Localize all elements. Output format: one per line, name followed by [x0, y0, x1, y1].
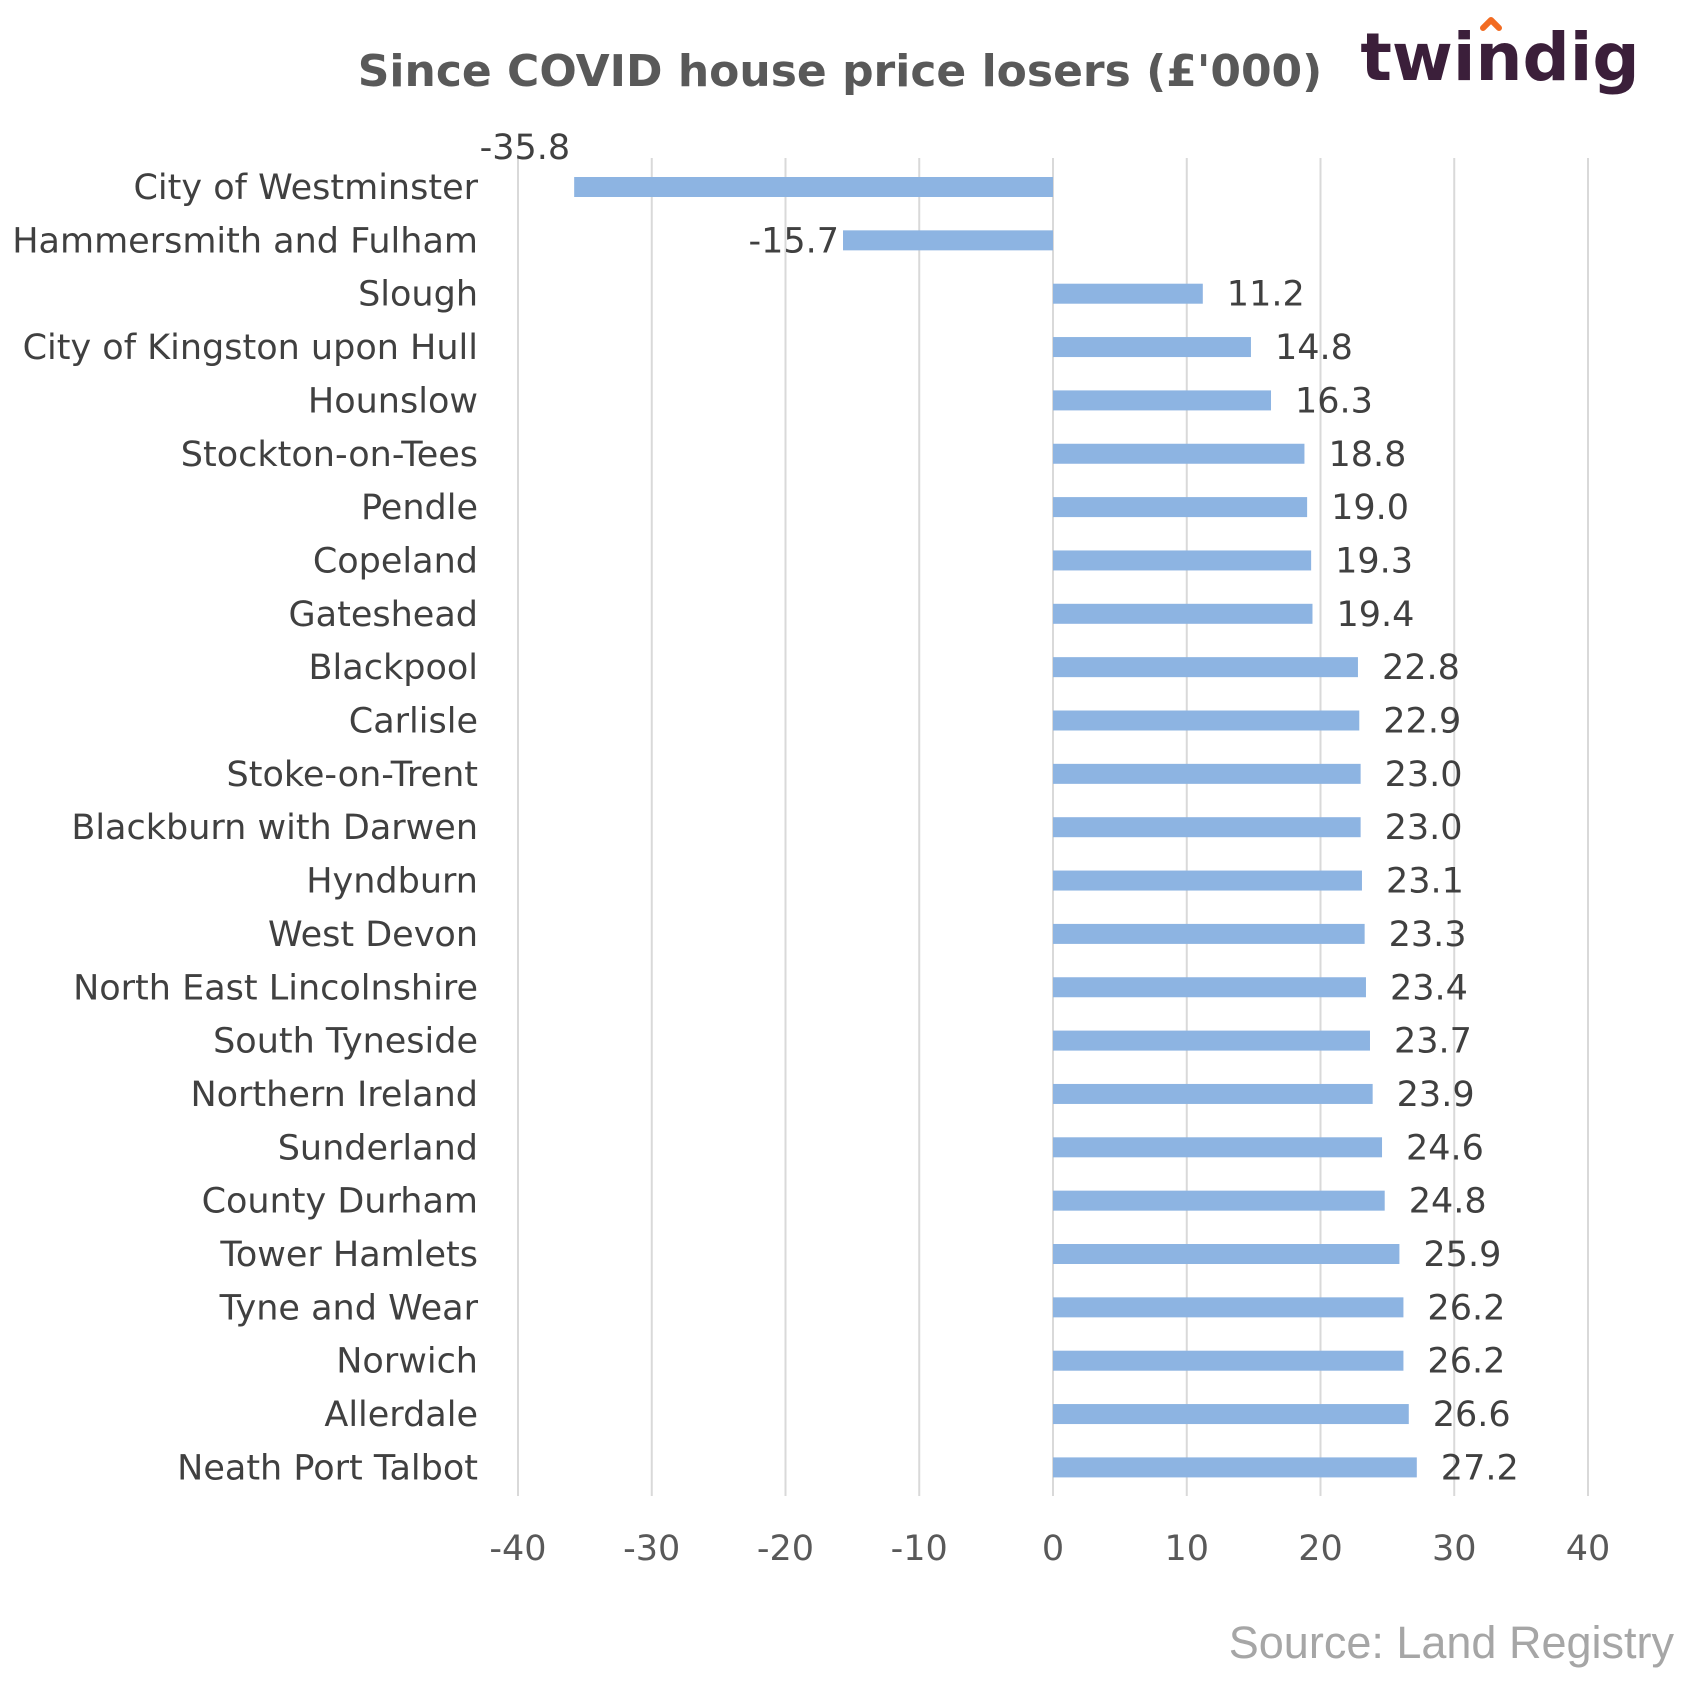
data-label: 23.0	[1385, 755, 1463, 795]
category-labels: City of Westminster Hammersmith and Fulha…	[12, 168, 478, 1488]
category-label: Copeland	[313, 541, 478, 581]
category-label: Blackburn with Darwen	[71, 808, 478, 848]
data-label: 19.3	[1335, 541, 1413, 581]
bar	[1053, 1190, 1385, 1211]
bar	[1053, 1083, 1373, 1104]
category-label: Northern Ireland	[190, 1075, 478, 1115]
x-tick-label: 20	[1298, 1529, 1343, 1569]
category-label: Allerdale	[324, 1395, 478, 1435]
x-tick-label: -40	[489, 1529, 546, 1569]
bar	[1053, 283, 1203, 304]
category-label: South Tyneside	[213, 1022, 478, 1062]
bars	[574, 177, 1417, 1478]
bar	[1053, 497, 1308, 518]
bar	[1053, 977, 1366, 998]
data-label: 23.7	[1394, 1022, 1472, 1062]
bar	[1053, 870, 1362, 891]
x-tick-label: -20	[757, 1529, 814, 1569]
data-label: 14.8	[1275, 328, 1353, 368]
source-note: Source: Land Registry	[1229, 1617, 1675, 1668]
category-label: West Devon	[268, 915, 478, 955]
data-label: 24.6	[1406, 1128, 1484, 1168]
bar	[1053, 603, 1313, 624]
bar	[1053, 443, 1305, 464]
bar	[1053, 550, 1312, 571]
category-label: Stoke-on-Trent	[227, 755, 479, 795]
data-label: 19.4	[1336, 595, 1414, 635]
category-label: Gateshead	[289, 595, 478, 635]
data-label: 26.2	[1427, 1288, 1505, 1328]
category-label: Slough	[358, 275, 478, 315]
bar	[1053, 1030, 1370, 1051]
bar	[1053, 1350, 1404, 1371]
category-label: Carlisle	[349, 702, 478, 742]
bar	[1053, 1297, 1404, 1318]
data-label: 23.4	[1390, 968, 1468, 1008]
x-axis-tick-labels: -40 -30 -20 -10 0 10 20 30 40	[489, 1529, 1610, 1569]
bar	[1053, 1137, 1383, 1158]
data-label: 22.8	[1382, 648, 1460, 688]
data-label: 23.9	[1397, 1075, 1475, 1115]
category-label: Blackpool	[309, 648, 478, 688]
data-label: 23.0	[1385, 808, 1463, 848]
category-label: Neath Port Talbot	[177, 1448, 478, 1488]
data-label: 24.8	[1409, 1182, 1487, 1222]
value-labels: -35.8 -15.7 11.2 14.8 16.3 18.8 19.0 19.3 19.4 22…	[480, 128, 1519, 1488]
data-label: 11.2	[1227, 275, 1305, 315]
data-label: 18.8	[1328, 435, 1406, 475]
bar	[1053, 1404, 1409, 1425]
x-tick-label: -10	[891, 1529, 948, 1569]
bar	[1053, 1457, 1417, 1478]
category-label: Sunderland	[278, 1128, 478, 1168]
category-label: Tower Hamlets	[219, 1235, 478, 1275]
data-label: 23.3	[1389, 915, 1467, 955]
bar	[574, 177, 1053, 197]
data-label: 27.2	[1441, 1448, 1519, 1488]
category-label: Tyne and Wear	[219, 1288, 479, 1328]
bar	[1053, 763, 1361, 784]
category-label: Stockton-on-Tees	[181, 435, 478, 475]
x-tick-label: 30	[1432, 1529, 1477, 1569]
bar	[1053, 817, 1361, 838]
data-label: 23.1	[1386, 862, 1464, 902]
data-label: 22.9	[1383, 702, 1461, 742]
data-label: 26.2	[1427, 1342, 1505, 1382]
data-label: 19.0	[1331, 488, 1409, 528]
category-label: Hyndburn	[306, 862, 478, 902]
logo-accent-icon	[1480, 17, 1502, 31]
data-label: -15.7	[748, 221, 839, 261]
data-label: 16.3	[1295, 381, 1373, 421]
bar	[1053, 710, 1360, 731]
chart-title: Since COVID house price losers (£'000)	[358, 46, 1323, 97]
x-tick-label: 0	[1042, 1529, 1064, 1569]
bar	[1053, 923, 1365, 944]
category-label: City of Kingston upon Hull	[23, 328, 478, 368]
x-tick-label: -30	[623, 1529, 680, 1569]
bar	[1053, 390, 1272, 411]
logo-text: twindig	[1360, 19, 1639, 96]
category-label: Pendle	[361, 488, 478, 528]
category-label: Norwich	[336, 1342, 478, 1382]
data-label: 26.6	[1433, 1395, 1511, 1435]
x-tick-label: 10	[1164, 1529, 1209, 1569]
bar	[1053, 1244, 1400, 1264]
bar	[1053, 657, 1358, 678]
x-tick-label: 40	[1566, 1529, 1611, 1569]
category-label: North East Lincolnshire	[73, 968, 478, 1008]
category-label: Hammersmith and Fulham	[12, 221, 478, 261]
category-label: City of Westminster	[133, 168, 478, 208]
data-label: 25.9	[1423, 1235, 1501, 1275]
data-label: -35.8	[480, 128, 571, 168]
category-label: Hounslow	[308, 381, 478, 421]
bar	[1053, 337, 1251, 358]
brand-logo: twindig	[1360, 17, 1640, 96]
bar	[843, 230, 1053, 251]
category-label: County Durham	[202, 1182, 478, 1222]
